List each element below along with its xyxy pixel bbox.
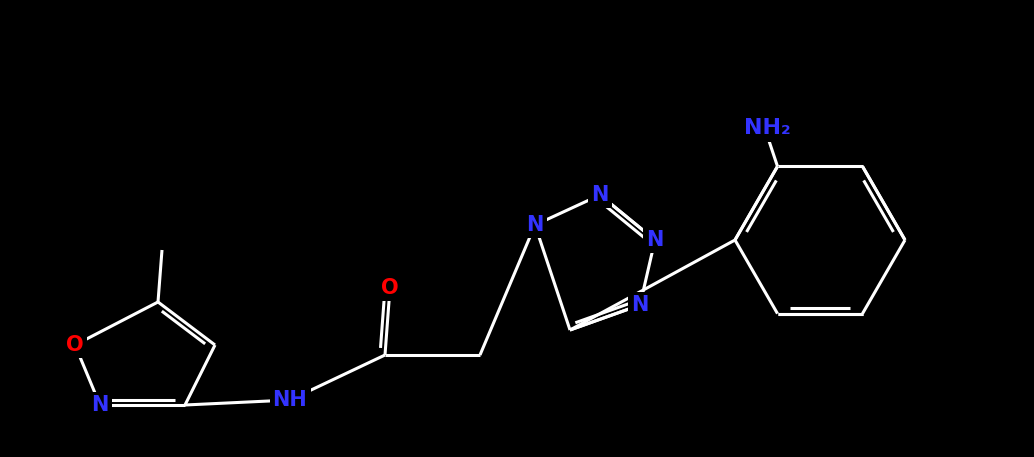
Text: N: N [591,185,609,205]
Text: O: O [66,335,84,355]
Text: NH₂: NH₂ [744,118,791,138]
Text: O: O [382,278,399,298]
Text: N: N [632,295,648,315]
Text: N: N [526,215,544,235]
Text: N: N [91,395,109,415]
Text: NH: NH [273,390,307,410]
Text: N: N [646,230,664,250]
